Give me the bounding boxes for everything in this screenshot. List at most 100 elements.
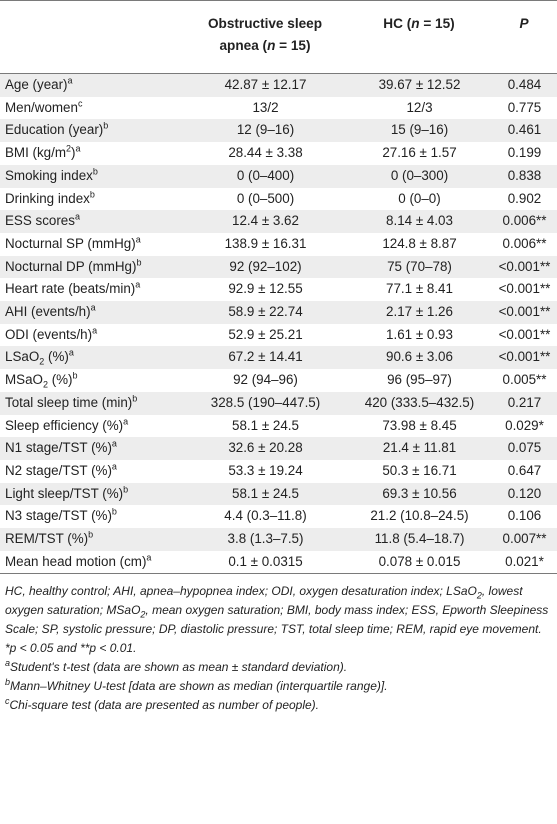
row-label: MSaO2 (%)b xyxy=(5,370,78,390)
row-p-value: 0.005** xyxy=(502,372,547,388)
row-label: Sleep efficiency (%)a xyxy=(5,416,129,433)
row-osa-value: 3.8 (1.3–7.5) xyxy=(183,528,347,551)
row-osa-value: 0.1 ± 0.0315 xyxy=(183,550,347,575)
table-header-row: Obstructive sleep apnea (n = 15) HC (n =… xyxy=(0,0,557,74)
footnote-mark: a xyxy=(67,75,73,86)
row-hc-value: 21.4 ± 11.81 xyxy=(347,437,491,460)
table-row: Education (year)b 12 (9–16) 15 (9–16) 0.461 xyxy=(0,119,557,143)
row-p-value: 0.217 xyxy=(491,391,557,415)
row-hc-value: 8.14 ± 4.03 xyxy=(347,210,491,233)
table-row: Heart rate (beats/min)a 92.9 ± 12.55 77.1 … xyxy=(0,278,557,301)
footnote-mark: b xyxy=(132,393,138,404)
footnote-mark: a xyxy=(111,438,117,449)
table-row: AHI (events/h)a 58.9 ± 22.74 2.17 ± 1.26 <0… xyxy=(0,301,557,324)
footnote-mark: a xyxy=(74,211,80,222)
footnote-mark: a xyxy=(135,279,141,290)
row-p-value: <0.001** xyxy=(498,326,551,342)
table-row: BMI (kg/m2)a 28.44 ± 3.38 27.16 ± 1.57 0.19… xyxy=(0,142,557,165)
footnote-mark: a xyxy=(68,347,74,358)
demographics-table: Obstructive sleep apnea (n = 15) HC (n =… xyxy=(0,0,557,575)
row-hc-value: 0 (0–0) xyxy=(398,190,441,206)
footnote-mark: a xyxy=(90,302,96,313)
row-osa-value: 0 (0–400) xyxy=(183,164,347,188)
row-osa-value: 12 (9–16) xyxy=(183,119,347,143)
row-p-value: 0.007** xyxy=(491,528,557,551)
row-osa-value: 42.87 ± 12.17 xyxy=(183,73,347,97)
footnote-mark: a xyxy=(146,552,152,563)
row-label: Men/womenc xyxy=(5,98,83,115)
row-osa-value: 28.44 ± 3.38 xyxy=(228,145,303,161)
row-osa-value: 328.5 (190–447.5) xyxy=(183,391,347,415)
table-row: REM/TST (%)b 3.8 (1.3–7.5) 11.8 (5.4–18.7)… xyxy=(0,528,557,551)
row-label: AHI (events/h)a xyxy=(0,301,183,324)
row-p-value: 0.647 xyxy=(507,462,542,478)
row-p-value: 0.775 xyxy=(507,99,542,115)
table-row: Smoking indexb 0 (0–400) 0 (0–300) 0.838 xyxy=(0,164,557,188)
row-hc-value: 2.17 ± 1.26 xyxy=(347,301,491,324)
row-osa-value: 67.2 ± 14.41 xyxy=(183,346,347,370)
row-hc-value: 21.2 (10.8–24.5) xyxy=(370,508,469,524)
row-p-value: 0.838 xyxy=(491,164,557,188)
row-label: Nocturnal DP (mmHg)b xyxy=(0,255,183,279)
footnote-mark: b xyxy=(103,120,109,131)
row-osa-value: 53.3 ± 19.24 xyxy=(228,462,303,478)
row-hc-value: 39.67 ± 12.52 xyxy=(347,73,491,97)
row-hc-value: 124.8 ± 8.87 xyxy=(382,235,457,251)
row-label: N2 stage/TST (%)a xyxy=(5,461,117,478)
row-osa-value: 138.9 ± 16.31 xyxy=(224,235,307,251)
header-p: P xyxy=(491,0,557,74)
row-p-value: 0.902 xyxy=(507,190,542,206)
table-row: Sleep efficiency (%)a 58.1 ± 24.5 73.98 ± … xyxy=(0,415,557,438)
row-label: N1 stage/TST (%)a xyxy=(0,437,183,460)
row-label: Total sleep time (min)b xyxy=(0,391,183,415)
row-p-value: 0.484 xyxy=(491,73,557,97)
row-osa-value: 92 (92–102) xyxy=(183,255,347,279)
table-row: MSaO2 (%)b 92 (94–96) 96 (95–97) 0.005** xyxy=(0,369,557,392)
row-p-value: 0.199 xyxy=(507,145,542,161)
row-hc-value: 1.61 ± 0.93 xyxy=(386,326,453,342)
row-p-value: <0.001** xyxy=(491,301,557,324)
table-notes: HC, healthy control; AHI, apnea–hypopnea… xyxy=(0,574,557,715)
row-hc-value: 77.1 ± 8.41 xyxy=(386,281,453,297)
footnote-mark: b xyxy=(88,529,94,540)
row-hc-value: 75 (70–78) xyxy=(347,255,491,279)
row-p-value: <0.001** xyxy=(498,281,551,297)
table-row: Drinking indexb 0 (0–500) 0 (0–0) 0.902 xyxy=(0,188,557,211)
row-hc-value: 15 (9–16) xyxy=(347,119,491,143)
footnote: cChi-square test (data are presented as … xyxy=(5,696,320,713)
row-osa-value: 52.9 ± 25.21 xyxy=(228,326,303,342)
row-p-value: 0.106 xyxy=(507,508,542,524)
abbreviations-note: HC, healthy control; AHI, apnea–hypopnea… xyxy=(5,584,549,656)
row-osa-value: 92 (94–96) xyxy=(233,372,298,388)
row-label: LSaO2 (%)a xyxy=(0,346,183,370)
row-label: Smoking indexb xyxy=(0,164,183,188)
header-variable xyxy=(0,0,183,74)
row-p-value: 0.006** xyxy=(502,235,547,251)
row-label: Heart rate (beats/min)a xyxy=(5,279,141,297)
table-row: N1 stage/TST (%)a 32.6 ± 20.28 21.4 ± 11.8… xyxy=(0,437,557,460)
row-hc-value: 69.3 ± 10.56 xyxy=(347,482,491,506)
footnote-mark: a xyxy=(75,143,81,154)
row-hc-value: 11.8 (5.4–18.7) xyxy=(347,528,491,551)
row-label: BMI (kg/m2)a xyxy=(5,143,81,161)
row-p-value: 0.461 xyxy=(491,119,557,143)
table-row: LSaO2 (%)a 67.2 ± 14.41 90.6 ± 3.06 <0.001*… xyxy=(0,346,557,370)
footnote-mark: a xyxy=(135,234,141,245)
footnote: bMann–Whitney U-test [data are shown as … xyxy=(5,677,388,694)
table-row: Nocturnal DP (mmHg)b 92 (92–102) 75 (70–78… xyxy=(0,255,557,279)
table-row: Men/womenc 13/2 12/3 0.775 xyxy=(0,97,557,120)
footnote-mark: b xyxy=(136,257,142,268)
row-p-value: <0.001** xyxy=(491,255,557,279)
row-hc-value: 0.078 ± 0.015 xyxy=(347,550,491,575)
row-p-value: 0.006** xyxy=(491,210,557,233)
row-p-value: 0.075 xyxy=(491,437,557,460)
header-hc: HC (n = 15) xyxy=(347,0,491,74)
row-osa-value: 13/2 xyxy=(252,99,279,115)
row-osa-value: 12.4 ± 3.62 xyxy=(183,210,347,233)
row-label: N3 stage/TST (%)b xyxy=(5,506,117,524)
row-osa-value: 92.9 ± 12.55 xyxy=(228,281,303,297)
footnote-mark: b xyxy=(72,370,78,381)
row-label: REM/TST (%)b xyxy=(0,528,183,551)
row-osa-value: 32.6 ± 20.28 xyxy=(183,437,347,460)
row-label: Education (year)b xyxy=(0,119,183,143)
